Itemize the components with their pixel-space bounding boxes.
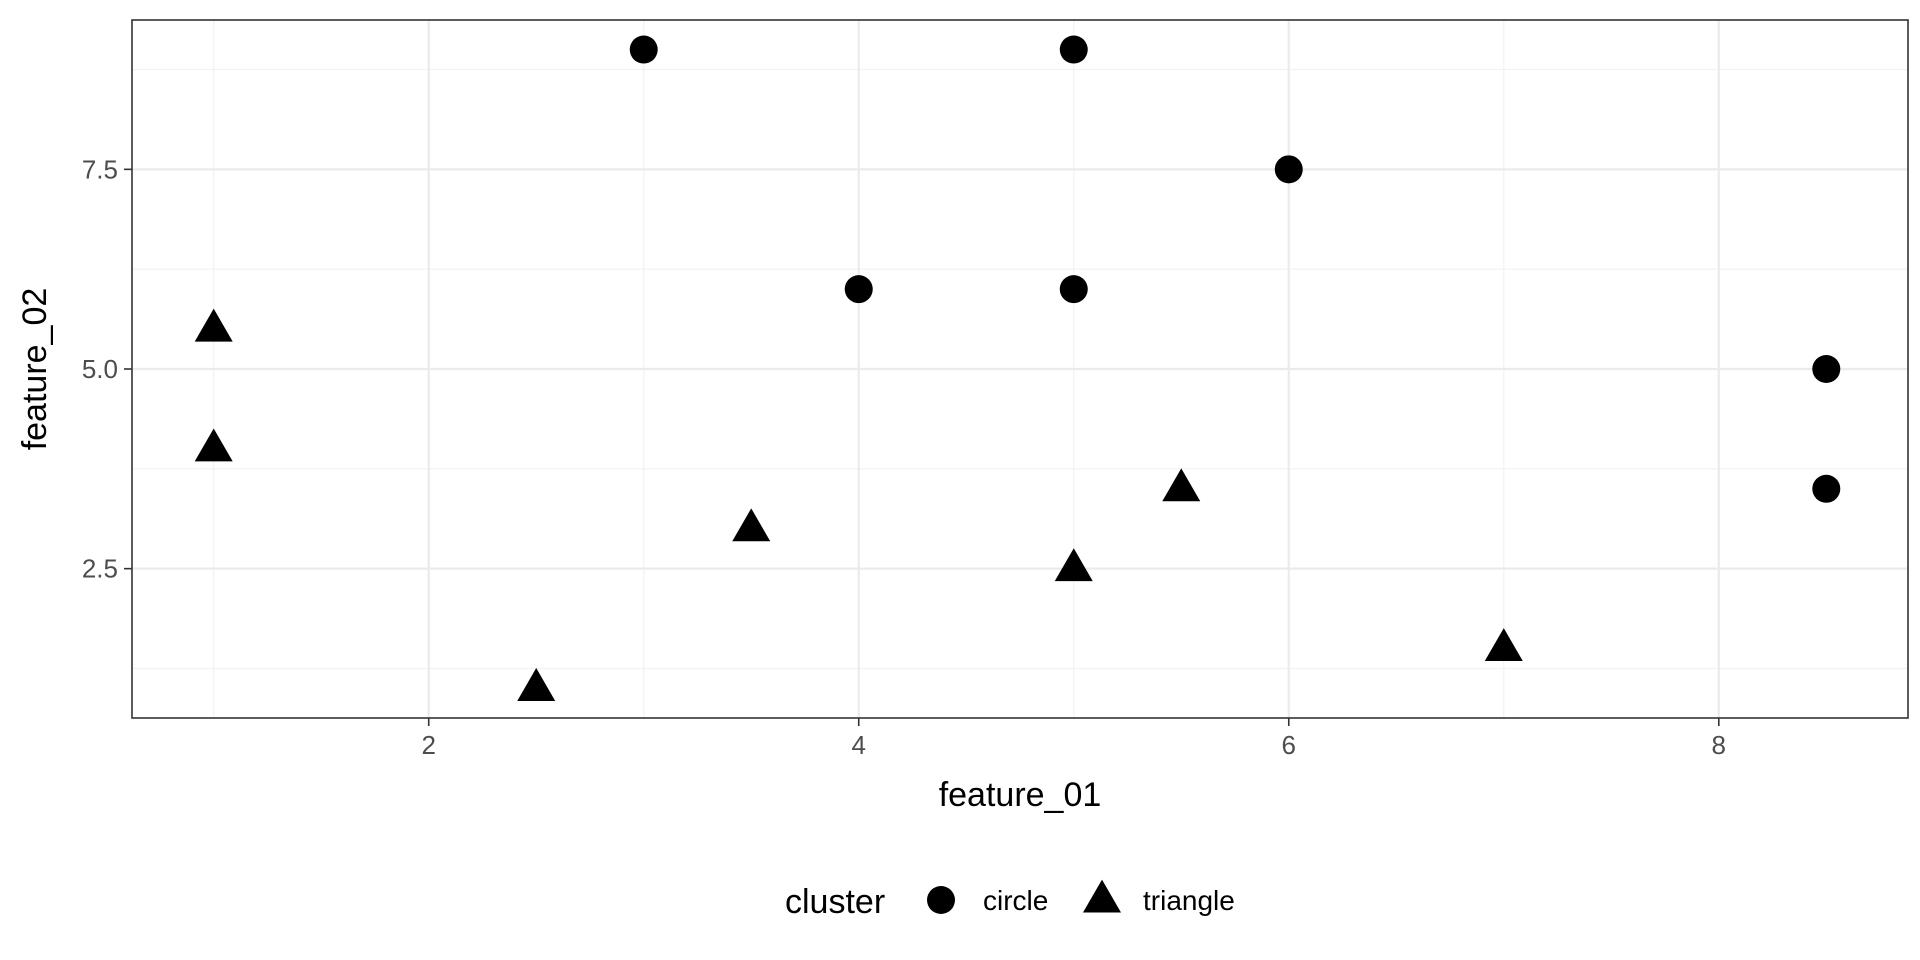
data-point-circle [1059, 275, 1088, 304]
data-point-circle [1812, 355, 1841, 383]
data-point-circle [1812, 474, 1841, 503]
data-point-triangle [732, 508, 771, 542]
x-tick-label: 8 [1712, 730, 1726, 760]
y-tick-label: 5.0 [82, 354, 118, 384]
x-tick-label: 4 [852, 730, 866, 760]
data-point-triangle [1162, 468, 1201, 502]
data-point-triangle [1484, 628, 1523, 662]
y-tick-label: 2.5 [82, 554, 118, 584]
data-point-triangle [1054, 548, 1093, 582]
x-tick-label: 6 [1282, 730, 1296, 760]
legend-label: triangle [1143, 885, 1235, 916]
data-point-circle [629, 35, 658, 64]
legend: cluster circle triangle [785, 879, 1235, 921]
x-tick-label: 2 [421, 730, 435, 760]
data-points [194, 35, 1841, 701]
data-point-circle [1059, 35, 1088, 64]
major-grid [132, 20, 1908, 718]
legend-key-circle [927, 886, 955, 914]
x-axis: 2 4 6 8 [421, 718, 1726, 760]
legend-title: cluster [785, 883, 885, 921]
data-point-triangle [517, 668, 556, 701]
data-point-circle [1274, 155, 1303, 184]
data-point-circle [844, 275, 873, 304]
x-axis-title: feature_01 [939, 776, 1102, 814]
y-tick-label: 7.5 [82, 154, 118, 184]
data-point-triangle [194, 308, 233, 342]
legend-key-triangle [1083, 879, 1121, 913]
y-axis: 2.5 5.0 7.5 [82, 154, 132, 584]
legend-label: circle [983, 885, 1048, 916]
y-axis-title: feature_02 [16, 288, 54, 451]
data-point-triangle [194, 428, 233, 462]
legend-items: circle triangle [927, 879, 1235, 916]
